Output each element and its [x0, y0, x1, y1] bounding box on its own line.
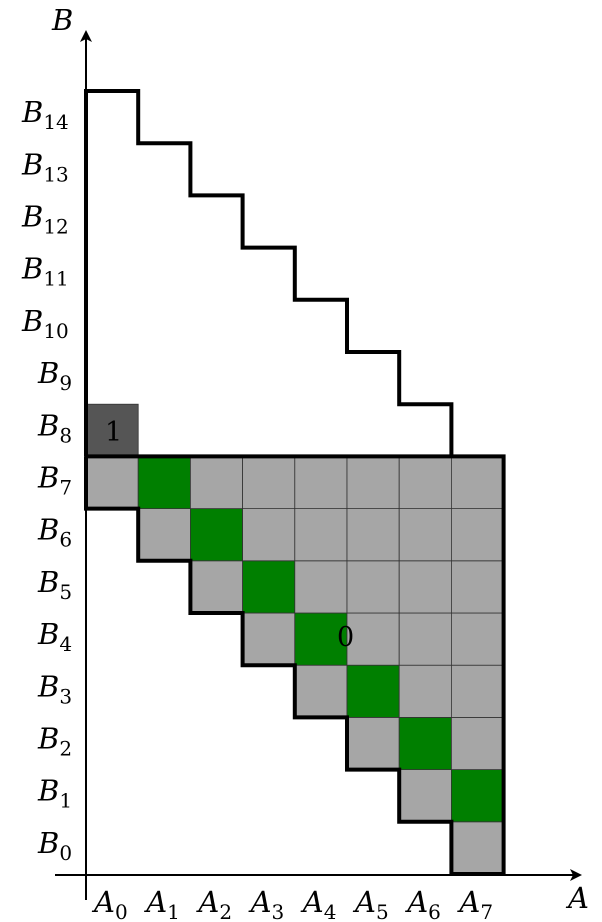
- gray-cell: [450, 612, 504, 666]
- green-cell: [242, 560, 296, 614]
- x-tick-label: A1: [143, 885, 180, 922]
- x-tick-label: A6: [404, 885, 441, 922]
- y-tick-label: B8: [37, 408, 72, 447]
- green-cell: [294, 612, 348, 666]
- gray-cell: [398, 612, 452, 666]
- green-cell: [346, 664, 400, 718]
- y-tick-label: B2: [37, 722, 72, 761]
- y-tick-label: B0: [37, 826, 72, 865]
- green-cell: [398, 717, 452, 771]
- y-tick-labels: B0 B1 B2 B3 B4 B5 B6 B7 B8 B9 B10 B11 B12 B13 B14: [21, 95, 72, 865]
- gray-cell: [346, 508, 400, 562]
- green-cell: [450, 769, 504, 823]
- y-tick-label: B3: [37, 669, 72, 708]
- gray-cell: [294, 560, 348, 614]
- y-tick-label: B5: [37, 565, 72, 604]
- gray-cell: [294, 664, 348, 718]
- gray-cell: [346, 455, 400, 509]
- gray-cell: [450, 821, 504, 875]
- y-tick-label: B14: [21, 95, 69, 134]
- x-axis-label: A: [565, 881, 589, 915]
- gray-cell: [398, 769, 452, 823]
- gray-cell: [346, 560, 400, 614]
- gray-cell: [398, 455, 452, 509]
- dark-cell: [85, 403, 139, 457]
- gray-cell: [189, 560, 243, 614]
- gray-cell: [294, 508, 348, 562]
- gray-cell: [398, 664, 452, 718]
- x-tick-label: A4: [300, 885, 337, 922]
- gray-cell: [294, 455, 348, 509]
- y-tick-label: B1: [37, 774, 72, 813]
- gray-cell: [450, 455, 504, 509]
- x-tick-label: A7: [456, 885, 493, 922]
- gray-cell: [450, 508, 504, 562]
- gray-cell: [137, 508, 191, 562]
- y-tick-label: B10: [21, 304, 69, 343]
- gray-cell: [346, 717, 400, 771]
- y-tick-label: B12: [21, 200, 69, 239]
- gray-cell: [346, 612, 400, 666]
- gray-cell: [189, 455, 243, 509]
- region-zero-label: 0: [337, 622, 354, 653]
- y-tick-label: B6: [37, 513, 72, 552]
- region-one-label: 1: [105, 417, 122, 448]
- green-cell: [189, 508, 243, 562]
- y-tick-label: B9: [37, 356, 72, 395]
- gray-cell: [450, 560, 504, 614]
- y-tick-label: B7: [37, 461, 72, 500]
- x-tick-label: A0: [91, 885, 128, 922]
- gray-cell: [242, 455, 296, 509]
- x-tick-labels: A0 A1 A2 A3 A4 A5 A6 A7: [91, 885, 493, 922]
- gray-cell: [85, 455, 139, 509]
- gray-cell: [242, 612, 296, 666]
- y-axis-label: B: [51, 3, 73, 37]
- y-tick-label: B4: [37, 617, 72, 656]
- gray-cell: [450, 717, 504, 771]
- gray-cell: [242, 508, 296, 562]
- upper-region-outline: [84, 89, 454, 457]
- green-cell: [137, 455, 191, 509]
- y-tick-label: B13: [21, 147, 69, 186]
- cell-grid: [85, 403, 504, 875]
- y-tick-label: B11: [21, 252, 69, 291]
- x-tick-label: A2: [195, 885, 232, 922]
- gray-cell: [450, 664, 504, 718]
- x-tick-label: A5: [352, 885, 389, 922]
- gray-cell: [398, 508, 452, 562]
- x-tick-label: A3: [248, 885, 285, 922]
- gray-cell: [398, 560, 452, 614]
